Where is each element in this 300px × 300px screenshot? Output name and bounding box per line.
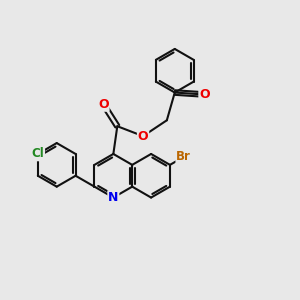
Text: Cl: Cl [32, 148, 44, 160]
Text: Br: Br [176, 150, 191, 164]
Text: N: N [108, 191, 118, 204]
Text: O: O [138, 130, 148, 142]
Text: O: O [199, 88, 210, 101]
Text: O: O [98, 98, 109, 111]
